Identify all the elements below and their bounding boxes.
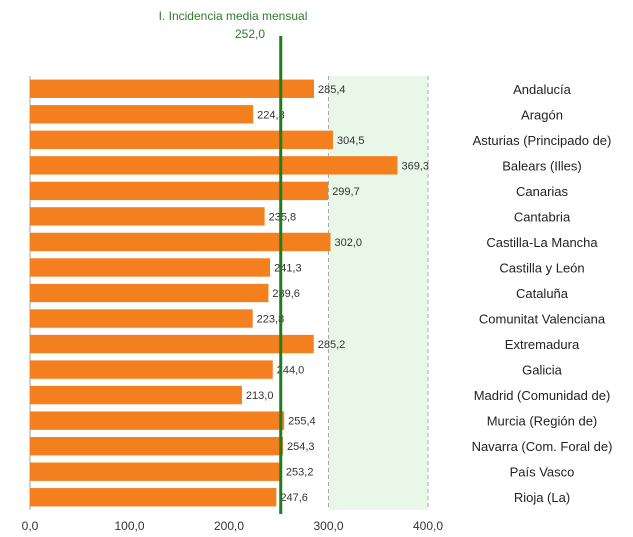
bar-labels-group: 285,4 224,3 304,5 369,3 299,7 235,8 302,0 241,3… bbox=[246, 84, 429, 504]
bar bbox=[30, 207, 265, 226]
bar-value-label: 241,3 bbox=[274, 262, 302, 274]
bar-value-label: 369,3 bbox=[401, 160, 429, 172]
bar-value-label: 244,0 bbox=[277, 365, 305, 377]
reference-line-label: I. Incidencia media mensual bbox=[159, 9, 308, 23]
bar-value-label: 235,8 bbox=[269, 211, 297, 223]
category-label: Castilla-La Mancha bbox=[486, 235, 598, 250]
x-tick-label: 200,0 bbox=[214, 519, 244, 533]
bar-value-label: 302,0 bbox=[334, 237, 362, 249]
category-label: Madrid (Comunidad de) bbox=[474, 388, 611, 403]
bar bbox=[30, 232, 331, 252]
bar bbox=[30, 283, 269, 303]
category-labels-group: Andalucía Aragón Asturias (Principado de) B… bbox=[472, 82, 613, 505]
category-label: Galicia bbox=[522, 363, 563, 378]
category-label: Cataluña bbox=[516, 286, 569, 301]
bar-value-label: 285,2 bbox=[318, 339, 346, 351]
x-tick-label: 100,0 bbox=[114, 519, 144, 533]
x-tick-labels-group: 0,0 100,0 200,0 300,0 400,0 bbox=[22, 519, 444, 533]
bar bbox=[30, 488, 277, 507]
bar-value-label: 304,5 bbox=[337, 135, 365, 147]
bar bbox=[30, 258, 271, 277]
bar-value-label: 247,6 bbox=[280, 492, 308, 504]
x-tick-label: 0,0 bbox=[22, 519, 39, 533]
category-label: Murcia (Región de) bbox=[487, 414, 598, 429]
bar bbox=[30, 411, 285, 430]
bar-value-label: 253,2 bbox=[286, 467, 314, 479]
bar-value-label: 299,7 bbox=[332, 186, 360, 198]
bar-value-label: 239,6 bbox=[272, 288, 300, 300]
bar-value-label: 213,0 bbox=[246, 390, 274, 402]
category-label: Cantabria bbox=[514, 209, 571, 224]
bar-value-label: 255,4 bbox=[288, 416, 316, 428]
bar bbox=[30, 462, 282, 481]
bar bbox=[30, 181, 329, 201]
bar bbox=[30, 360, 273, 379]
x-tick-label: 300,0 bbox=[313, 519, 343, 533]
shaded-band bbox=[328, 76, 428, 510]
category-label: Andalucía bbox=[513, 82, 572, 97]
category-label: Balears (Illes) bbox=[502, 158, 581, 173]
bar bbox=[30, 334, 314, 354]
bar bbox=[30, 436, 284, 456]
bar bbox=[30, 309, 253, 328]
category-label: Navarra (Com. Foral de) bbox=[472, 439, 613, 454]
bar-value-label: 285,4 bbox=[318, 84, 346, 96]
bar bbox=[30, 79, 314, 98]
bar bbox=[30, 156, 398, 175]
category-label: Asturias (Principado de) bbox=[473, 133, 612, 148]
reference-line-value: 252,0 bbox=[235, 27, 265, 41]
category-label: País Vasco bbox=[510, 465, 575, 480]
bar bbox=[30, 385, 242, 405]
category-label: Extremadura bbox=[505, 337, 580, 352]
bars-group bbox=[30, 79, 398, 507]
category-label: Aragón bbox=[521, 107, 563, 122]
category-label: Castilla y León bbox=[499, 260, 584, 275]
bar bbox=[30, 105, 254, 124]
bar-value-label: 223,8 bbox=[257, 314, 285, 326]
category-label: Canarias bbox=[516, 184, 569, 199]
category-label: Comunitat Valenciana bbox=[479, 312, 606, 327]
bar bbox=[30, 130, 333, 150]
category-label: Rioja (La) bbox=[514, 490, 570, 505]
bar-value-label: 254,3 bbox=[287, 441, 315, 453]
x-tick-label: 400,0 bbox=[413, 519, 443, 533]
bar-value-label: 224,3 bbox=[257, 109, 285, 121]
